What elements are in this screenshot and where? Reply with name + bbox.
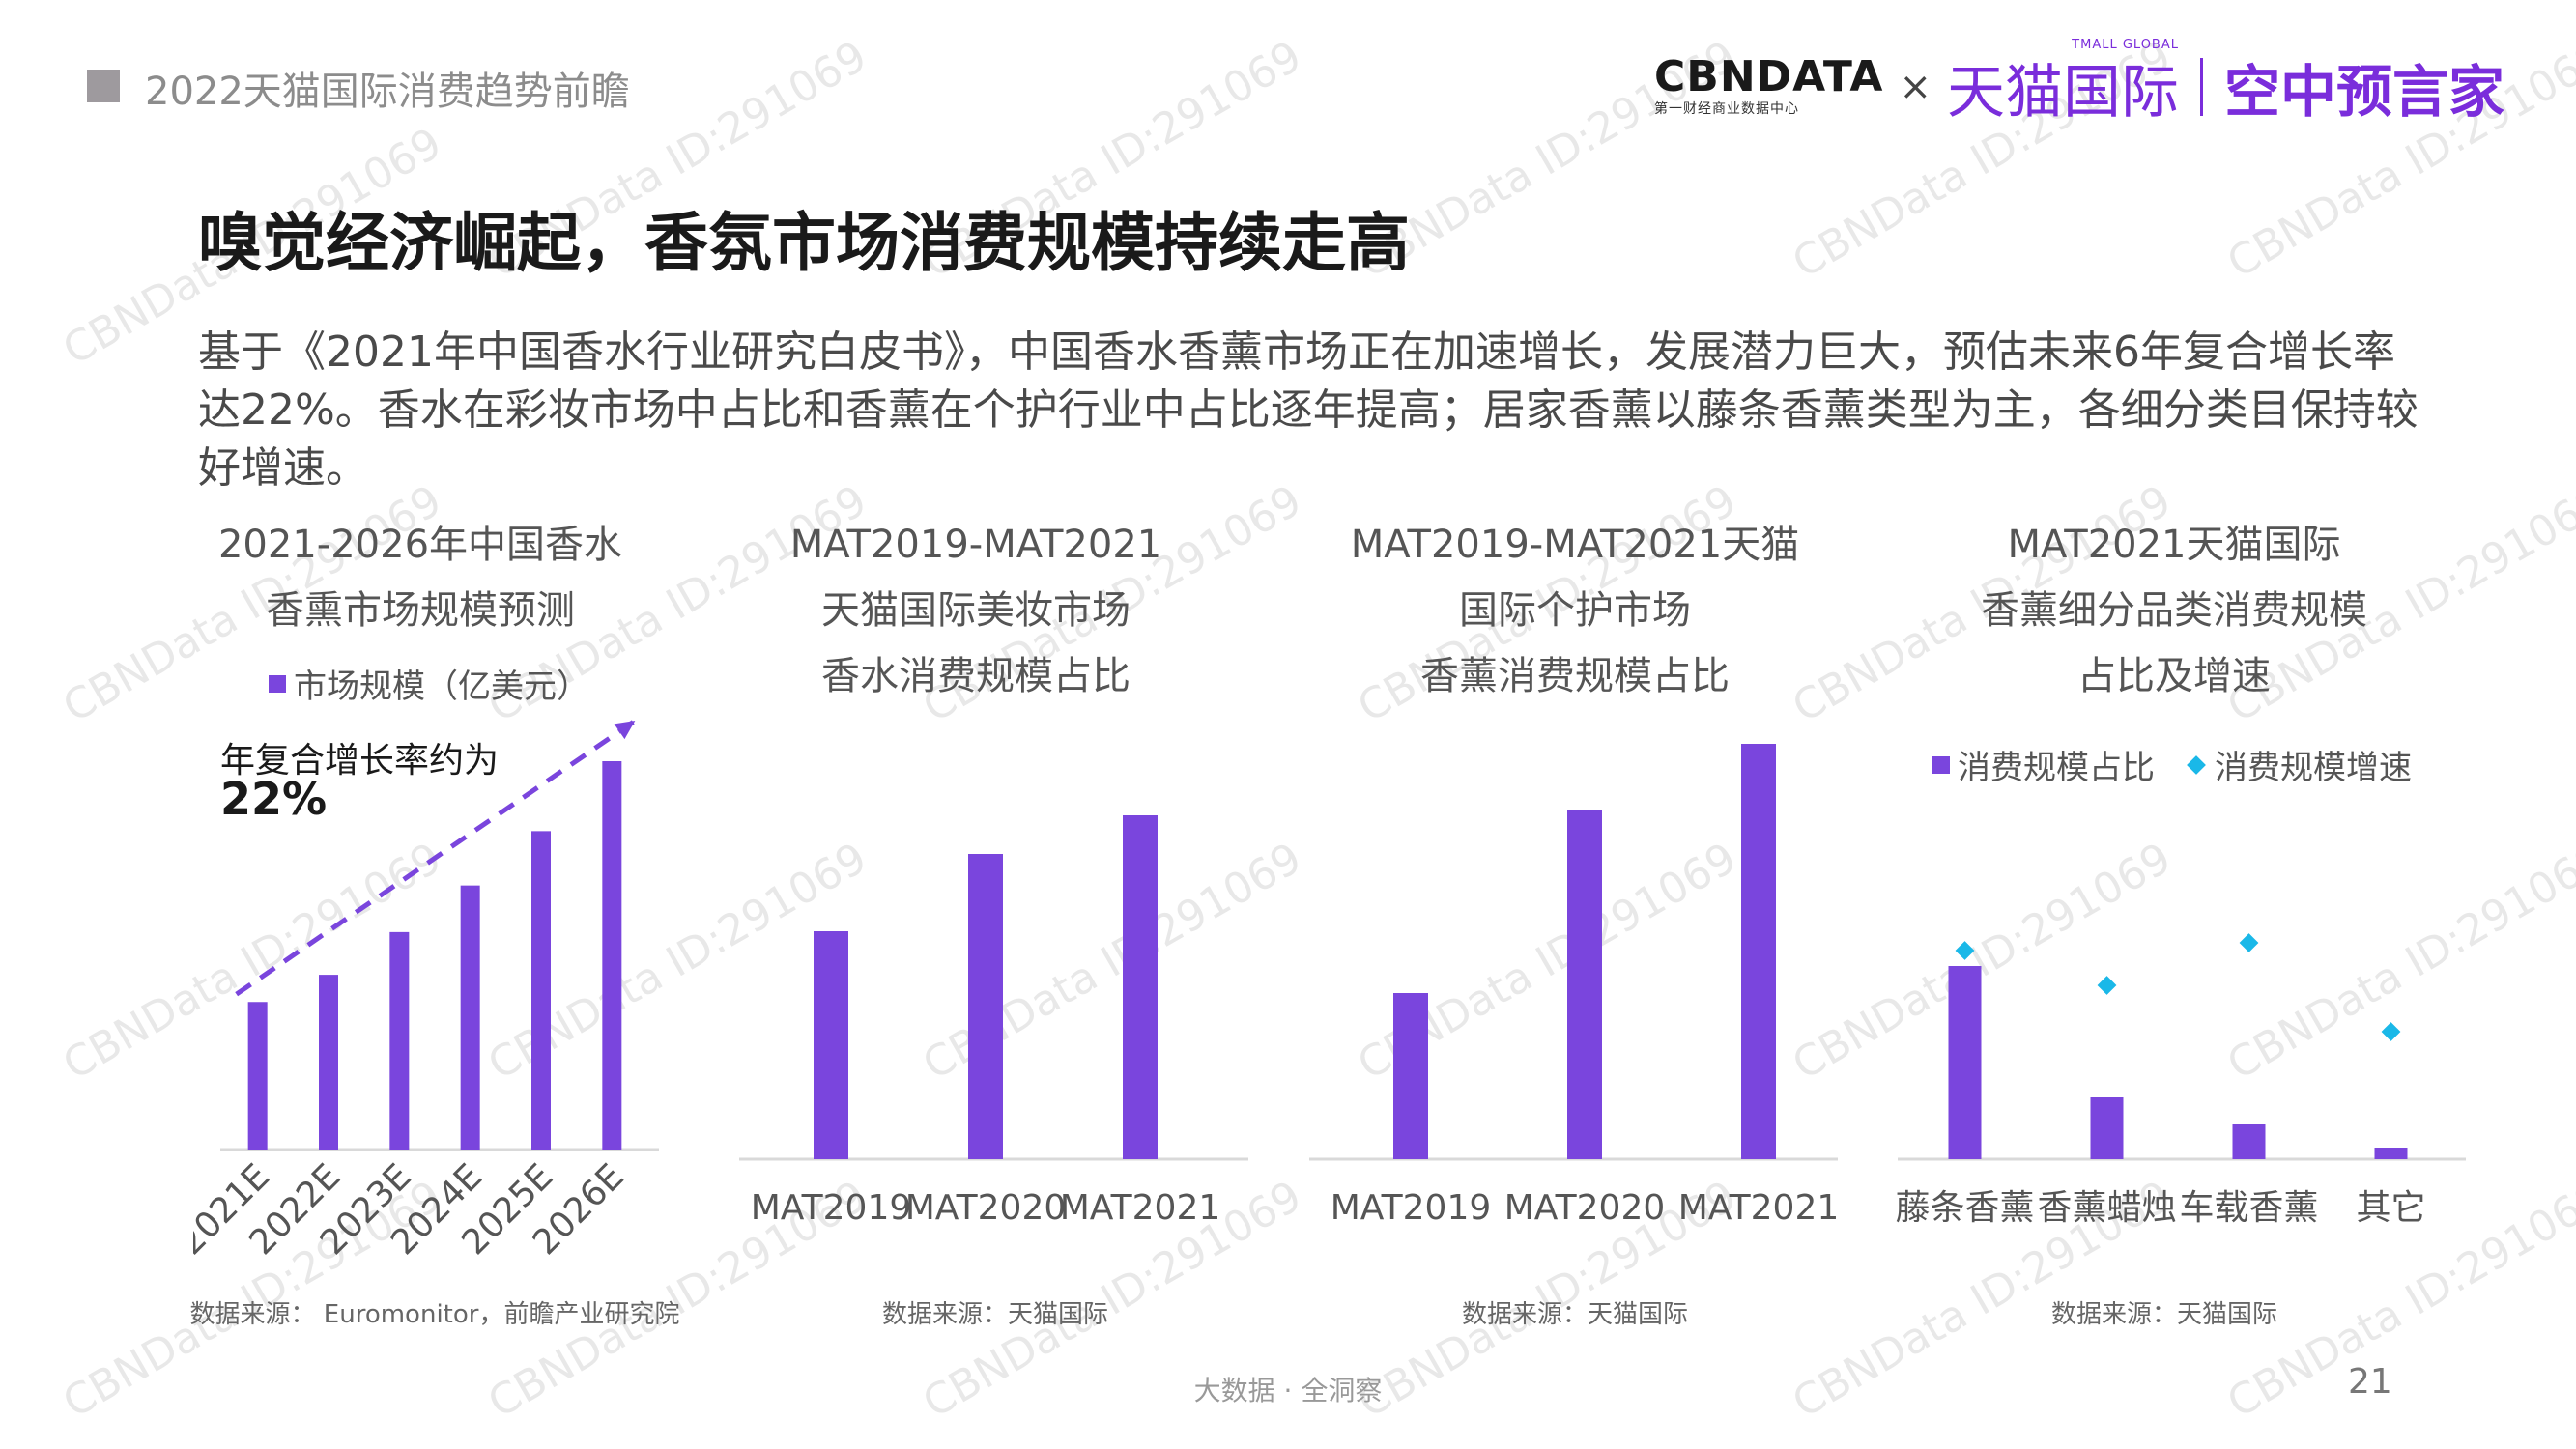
footer-slogan: 大数据 · 全洞察 (1193, 1375, 1383, 1406)
x-tick-label: 车载香薰 (2179, 1188, 2318, 1228)
x-tick-label: MAT2019 (751, 1188, 912, 1228)
ai-oracle-logo: 空中预言家 (2223, 59, 2504, 125)
bar-MAT2020 (1567, 810, 1602, 1159)
x-tick-label: 藤条香薰 (1895, 1188, 2034, 1228)
brand-bar: CBNDATA 第一财经商业数据中心 × TMALL GLOBAL 天猫国际 空… (1654, 38, 2504, 129)
chart3-source: 数据来源：天猫国际 (1461, 1300, 1688, 1329)
bar-2021E (247, 1002, 268, 1150)
bar-MAT2019 (1393, 993, 1428, 1159)
chart3-title: MAT2019-MAT2021天猫 国际个护市场 香薰消费规模占比 (1350, 523, 1800, 698)
bar-香薰蜡烛 (2090, 1097, 2124, 1159)
chart4-legend-share: 消费规模占比 (1958, 749, 2155, 787)
chart4-legend: 消费规模占比 消费规模增速 (1932, 741, 2412, 788)
x-tick-label: MAT2020 (1504, 1188, 1666, 1228)
chart2-source: 数据来源：天猫国际 (881, 1300, 1108, 1329)
chart1-legend-label: 市场规模（亿美元） (294, 668, 589, 706)
chart4-title: MAT2021天猫国际 香薰细分品类消费规模 占比及增速 (1981, 523, 2367, 698)
header-marker (87, 70, 120, 102)
bar-MAT2021 (1123, 815, 1158, 1159)
cbndata-logo-subtext: 第一财经商业数据中心 (1654, 101, 1799, 117)
speed-point-藤条香薰 (1955, 941, 1975, 960)
cbndata-logo: CBNDATA 第一财经商业数据中心 (1654, 56, 1883, 118)
bar-2025E (531, 831, 551, 1150)
brand-divider (2199, 58, 2203, 116)
chart3-aroma-share: MAT2019 MAT2020 MAT2021 (1309, 744, 1840, 1228)
bar-其它 (2374, 1148, 2408, 1159)
tmall-global-logo-cn: 天猫国际 (1946, 58, 2179, 127)
cagr-trend-line (235, 718, 637, 997)
x-tick-label: MAT2020 (905, 1188, 1067, 1228)
chart2-title: MAT2019-MAT2021 天猫国际美妆市场 香水消费规模占比 (789, 523, 1162, 698)
bar-车载香薰 (2232, 1124, 2266, 1159)
chart1-source: 数据来源： Euromonitor，前瞻产业研究院 (189, 1300, 680, 1329)
tmall-global-logo-en: TMALL GLOBAL (2072, 37, 2179, 52)
speed-point-车载香薰 (2239, 933, 2259, 952)
x-tick-label: 其它 (2356, 1188, 2425, 1228)
report-title: 2022天猫国际消费趋势前瞻 (145, 70, 630, 114)
cagr-trend-arrowhead (614, 721, 636, 740)
cagr-annotation-label: 年复合增长率约为 (220, 741, 500, 781)
x-tick-label: 香薰蜡烛 (2037, 1188, 2176, 1228)
cbndata-logo-text: CBNDATA (1654, 52, 1884, 101)
x-tick-label: MAT2021 (1060, 1188, 1221, 1228)
page-title: 嗅觉经济崛起，香氛市场消费规模持续走高 (198, 206, 1410, 280)
collab-times-symbol: × (1899, 65, 1932, 109)
bar-藤条香薰 (1948, 966, 1982, 1159)
tmall-global-logo: TMALL GLOBAL 天猫国际 (1946, 38, 2179, 129)
legend-swatch (269, 674, 286, 693)
bar-2022E (319, 975, 338, 1150)
x-tick-label: MAT2021 (1678, 1188, 1840, 1228)
chart1-title: 2021-2026年中国香水 香熏市场规模预测 (217, 523, 623, 633)
bar-MAT2019 (814, 931, 848, 1159)
bar-2026E (602, 761, 622, 1150)
bar-MAT2020 (968, 854, 1003, 1159)
cagr-annotation-value: 22% (220, 773, 328, 825)
speed-point-香薰蜡烛 (2097, 976, 2117, 995)
page-description: 基于《2021年中国香水行业研究白皮书》，中国香水香薰市场正在加速增长，发展潜力… (198, 327, 2419, 493)
bar-2023E (389, 931, 410, 1150)
chart1-legend: 市场规模（亿美元） (269, 660, 589, 707)
legend-swatch-share (1932, 755, 1950, 774)
chart4-source: 数据来源：天猫国际 (2050, 1300, 2277, 1329)
page-number: 21 (2348, 1362, 2392, 1402)
bar-2024E (460, 885, 480, 1150)
bar-MAT2021 (1741, 744, 1776, 1159)
chart4-legend-speed: 消费规模增速 (2215, 749, 2412, 787)
speed-point-其它 (2381, 1022, 2401, 1041)
chart4-aroma-subcategory: 藤条香薰 香薰蜡烛 车载香薰 其它 (1895, 933, 2466, 1228)
x-tick-label: MAT2019 (1331, 1188, 1492, 1228)
